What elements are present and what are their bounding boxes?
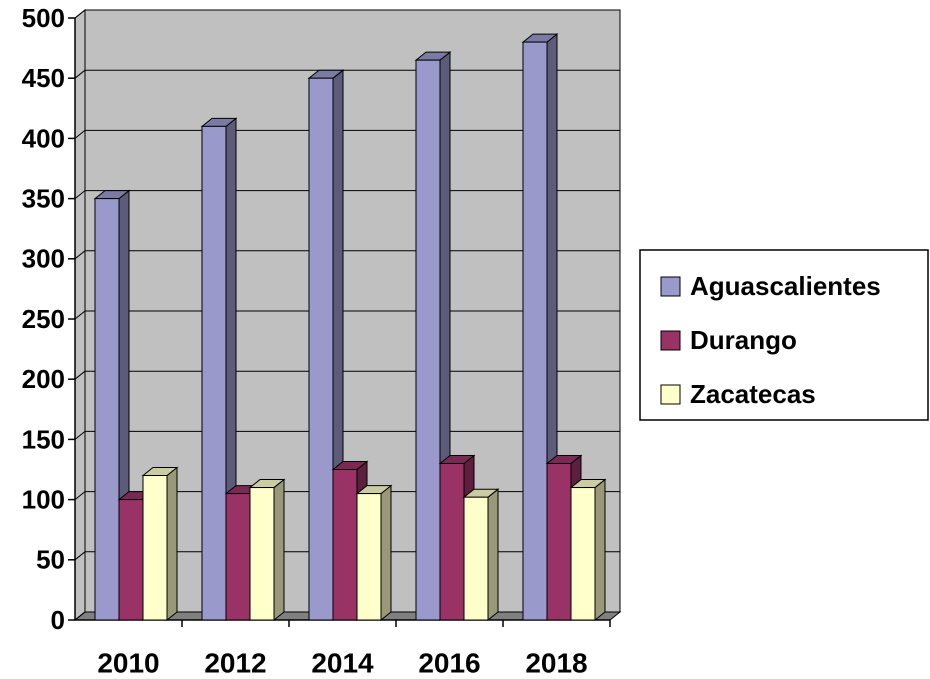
bar-side xyxy=(487,488,499,622)
y-tick-label: 150 xyxy=(22,424,65,454)
legend-label: Zacatecas xyxy=(690,379,816,409)
bar xyxy=(546,462,572,621)
bar-side xyxy=(273,478,285,622)
grid-line-side xyxy=(74,190,86,199)
y-tick-label: 300 xyxy=(22,244,65,274)
y-tick-label: 500 xyxy=(22,3,65,33)
grid-line-side xyxy=(74,310,86,320)
y-tick-label: 250 xyxy=(22,304,65,334)
bar xyxy=(142,475,168,621)
x-tick-label: 2018 xyxy=(525,647,587,678)
bar xyxy=(308,77,334,621)
grid-line-side xyxy=(74,491,86,500)
y-tick-label: 100 xyxy=(22,484,65,514)
grid-line-side xyxy=(74,551,86,561)
legend-box xyxy=(639,249,929,421)
bar xyxy=(118,499,144,621)
bar-side xyxy=(380,484,392,622)
bar xyxy=(522,41,548,621)
legend-swatch xyxy=(660,384,681,405)
y-tick-label: 350 xyxy=(22,183,65,213)
bar xyxy=(439,462,465,621)
x-tick-label: 2010 xyxy=(97,647,159,678)
grid-line-side xyxy=(74,370,86,380)
legend-label: Aguascalientes xyxy=(690,271,881,301)
bar-side xyxy=(166,466,178,622)
bar xyxy=(94,198,120,621)
bar xyxy=(225,493,251,621)
bar xyxy=(463,496,489,621)
y-tick-label: 200 xyxy=(22,364,65,394)
grid-line-side xyxy=(74,69,86,79)
legend-swatch xyxy=(660,276,681,297)
bar xyxy=(415,59,441,621)
x-tick-label: 2014 xyxy=(311,647,374,678)
y-tick-label: 0 xyxy=(51,605,65,635)
y-tick-label: 50 xyxy=(36,545,65,575)
bar-side xyxy=(594,478,606,622)
legend-swatch xyxy=(660,330,681,351)
grid-line-side xyxy=(74,9,86,19)
bar xyxy=(201,125,227,621)
grid-line-side xyxy=(74,130,86,139)
bar xyxy=(570,487,596,621)
legend-label: Durango xyxy=(690,325,797,355)
x-tick-label: 2012 xyxy=(204,647,266,678)
grid-line-side xyxy=(74,250,86,260)
y-tick-label: 400 xyxy=(22,123,65,153)
grid-line-side xyxy=(74,611,86,621)
bar xyxy=(249,487,275,621)
bar xyxy=(332,469,358,621)
bar xyxy=(356,493,382,621)
x-tick-label: 2016 xyxy=(418,647,480,678)
y-tick-label: 450 xyxy=(22,63,65,93)
grid-line-side xyxy=(74,431,86,440)
